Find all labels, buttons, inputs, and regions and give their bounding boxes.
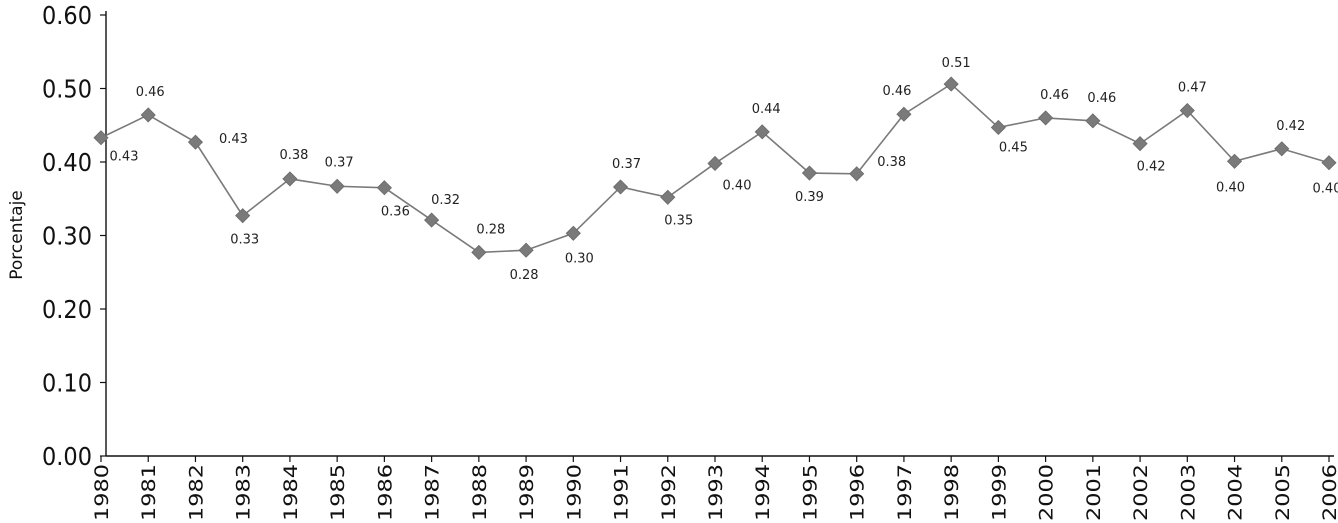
y-axis-label: Porcentaje (7, 190, 27, 280)
x-axis-ticks: 1980 1981 1982 1983 1984 1985 1986 1987 1988 1989… (91, 456, 1338, 521)
data-label-1995: 0.39 (795, 190, 824, 205)
data-label-1991: 0.37 (612, 157, 641, 172)
data-point-1989 (518, 242, 534, 258)
y-tick-label: 0.50 (42, 75, 92, 104)
series-porcentaje (93, 76, 1337, 260)
x-tick-label: 1994 (752, 464, 774, 521)
y-tick-label: 0.00 (42, 442, 92, 471)
data-label-1984: 0.38 (279, 148, 308, 163)
data-label-1981: 0.46 (136, 85, 165, 100)
x-tick-label: 2004 (1225, 464, 1247, 521)
x-tick-label: 1996 (847, 464, 869, 521)
x-tick-label: 1981 (138, 464, 160, 521)
x-tick-label: 1984 (280, 464, 302, 521)
x-tick-label: 1990 (563, 464, 585, 521)
data-point-2006 (1321, 155, 1337, 171)
axes (105, 11, 1334, 457)
data-point-2004 (1226, 153, 1243, 169)
data-label-2004: 0.40 (1216, 180, 1245, 195)
data-point-1995 (801, 165, 818, 181)
data-labels: 0.43 0.46 0.43 0.33 0.38 0.37 0.36 0.32 0.28 0.28… (110, 56, 1338, 283)
x-tick-label: 2005 (1272, 464, 1294, 521)
x-tick-label: 2001 (1083, 464, 1105, 521)
data-label-1998: 0.51 (942, 56, 971, 71)
y-tick-label: 0.10 (42, 369, 92, 398)
x-tick-label: 2000 (1036, 464, 1058, 521)
data-point-1996 (849, 166, 865, 182)
y-tick-label: 0.40 (42, 148, 92, 177)
data-point-1981 (140, 107, 156, 123)
data-label-1987: 0.32 (431, 193, 460, 208)
data-point-1994 (754, 124, 770, 140)
data-label-2006: 0.40 (1313, 182, 1338, 197)
data-label-1982: 0.43 (219, 132, 248, 147)
y-tick-label: 0.30 (42, 222, 92, 251)
x-tick-label: 1989 (516, 464, 538, 521)
data-label-1999: 0.45 (999, 140, 1028, 155)
y-tick-label: 0.60 (42, 1, 92, 30)
data-label-1989: 0.28 (510, 268, 539, 283)
data-point-2003 (1179, 102, 1195, 119)
data-label-1990: 0.30 (565, 251, 594, 266)
data-point-1983 (235, 208, 251, 224)
y-tick-label: 0.20 (42, 295, 92, 324)
y-axis-ticks: 0.00 0.10 0.20 0.30 0.40 0.50 0.60 (42, 1, 106, 471)
data-label-2005: 0.42 (1276, 119, 1305, 134)
x-tick-label: 1992 (658, 464, 680, 521)
x-tick-label: 1983 (233, 464, 255, 521)
data-point-2000 (1038, 110, 1054, 126)
data-label-2000: 0.46 (1040, 88, 1069, 103)
x-tick-label: 1982 (185, 464, 207, 521)
data-label-1997: 0.46 (882, 84, 911, 99)
data-point-1985 (329, 178, 345, 194)
data-label-1980: 0.43 (110, 150, 139, 165)
x-tick-label: 1999 (988, 464, 1010, 521)
x-tick-label: 1993 (705, 464, 727, 521)
x-tick-label: 1997 (894, 464, 916, 521)
x-tick-label: 1987 (422, 464, 444, 521)
data-point-1990 (565, 225, 581, 241)
data-point-1984 (282, 171, 298, 187)
x-tick-label: 2003 (1177, 464, 1199, 521)
data-point-1982 (187, 134, 204, 150)
data-label-1985: 0.37 (325, 155, 354, 170)
x-tick-label: 1991 (611, 464, 633, 521)
data-point-1980 (93, 130, 109, 146)
data-point-1991 (612, 179, 629, 195)
x-tick-label: 1998 (941, 464, 963, 521)
data-point-2005 (1274, 141, 1290, 157)
data-label-1996: 0.38 (877, 155, 906, 170)
data-label-1986: 0.36 (381, 205, 410, 220)
data-label-2003: 0.47 (1178, 81, 1207, 96)
data-label-1994: 0.44 (752, 102, 781, 117)
data-point-1986 (376, 180, 392, 196)
data-point-1992 (660, 189, 676, 205)
data-label-1988: 0.28 (476, 222, 505, 237)
data-point-1993 (707, 155, 723, 172)
x-tick-label: 2006 (1319, 464, 1338, 521)
data-label-2001: 0.46 (1087, 91, 1116, 106)
x-tick-label: 1980 (91, 464, 113, 521)
x-tick-label: 1988 (469, 464, 491, 521)
data-point-2002 (1132, 136, 1148, 152)
data-point-1988 (471, 244, 487, 260)
x-tick-label: 1986 (374, 464, 396, 521)
data-label-1983: 0.33 (230, 233, 259, 248)
data-label-2002: 0.42 (1137, 160, 1166, 175)
data-point-1999 (990, 119, 1006, 136)
data-point-1987 (424, 212, 440, 228)
data-point-1997 (896, 106, 912, 122)
x-tick-label: 1985 (327, 464, 349, 521)
x-tick-label: 1995 (799, 464, 821, 521)
data-label-1992: 0.35 (664, 213, 693, 228)
data-point-2001 (1085, 113, 1101, 129)
data-label-1993: 0.40 (723, 178, 752, 193)
x-tick-label: 2002 (1130, 464, 1152, 521)
data-point-1998 (943, 76, 959, 92)
